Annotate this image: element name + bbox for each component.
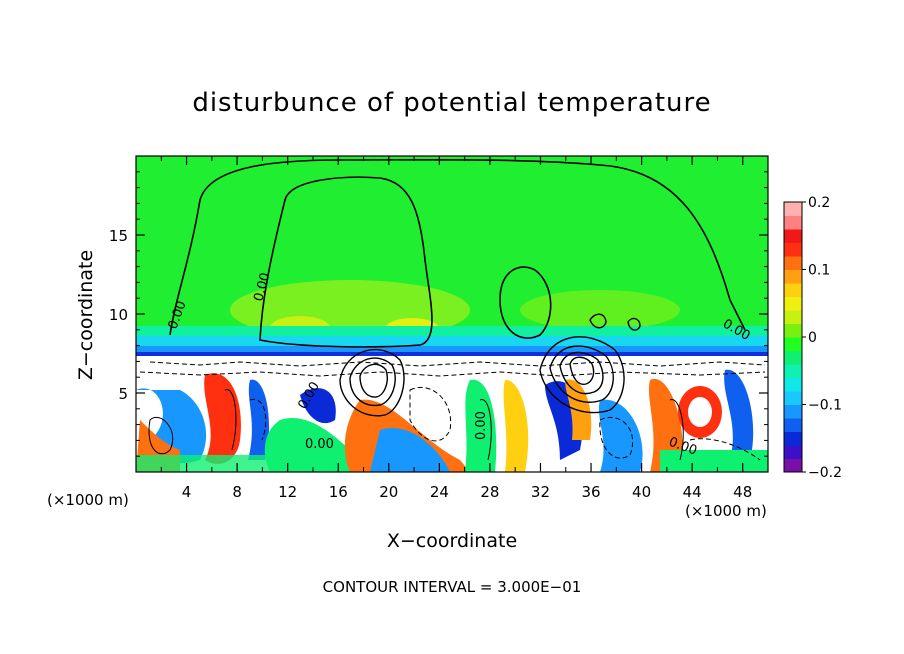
turbulent-plume xyxy=(688,397,712,427)
x-axis-label: X−coordinate xyxy=(387,530,517,552)
y-tick-label: 10 xyxy=(109,306,128,324)
contour-label: 0.00 xyxy=(305,437,334,452)
turbulent-plume xyxy=(660,450,768,472)
turbulent-plume xyxy=(503,379,529,472)
contour-line xyxy=(169,158,746,336)
plot-area xyxy=(136,156,768,472)
contour-line xyxy=(499,266,552,339)
contour-line xyxy=(259,176,433,348)
colorbar-swatch xyxy=(784,202,802,216)
colorbar-swatch xyxy=(784,242,802,257)
colorbar-swatch xyxy=(784,431,802,446)
colorbar-swatch xyxy=(784,377,802,392)
turbulent-plume xyxy=(300,388,336,424)
turbulent-plume xyxy=(724,369,754,460)
x-tick-label: 8 xyxy=(232,483,242,501)
x-tick-label: 48 xyxy=(733,483,752,501)
y-axis-label: Z−coordinate xyxy=(75,250,97,380)
colorbar-swatch xyxy=(784,350,802,365)
colorbar-tick-label: 0.2 xyxy=(808,195,830,211)
x-tick-label: 40 xyxy=(632,483,651,501)
x-tick-label: 32 xyxy=(531,483,550,501)
colorbar-swatch xyxy=(784,391,802,405)
colorbar-swatch xyxy=(784,215,802,230)
colorbar-tick-label: −0.1 xyxy=(808,398,842,414)
x-tick-label: 16 xyxy=(329,483,348,501)
warm-patch xyxy=(520,290,680,330)
cool-band xyxy=(136,336,768,346)
chart-title: disturbunce of potential temperature xyxy=(192,88,711,118)
turbulent-plume xyxy=(370,428,450,472)
colorbar-swatch xyxy=(784,323,802,338)
contour-cluster xyxy=(339,313,641,417)
x-tick-label: 44 xyxy=(683,483,702,501)
turbulent-plume xyxy=(565,379,592,440)
x-unit-right: (×1000 m) xyxy=(685,502,767,520)
turbulent-plume xyxy=(465,379,497,472)
contour-thin xyxy=(148,389,684,461)
cool-band xyxy=(136,326,768,336)
colorbar-tick-label: 0 xyxy=(808,330,817,346)
turbulent-plume xyxy=(136,455,300,472)
colorbar-swatch xyxy=(784,404,802,419)
x-tick-label: 4 xyxy=(182,483,192,501)
colorbar: 0.2 0.1 0 −0.1 −0.2 xyxy=(783,195,842,481)
x-tick-label: 36 xyxy=(581,483,600,501)
inversion-line xyxy=(136,352,768,356)
colorbar-swatch xyxy=(784,269,802,284)
x-tick-label: 12 xyxy=(278,483,297,501)
contour-interval-caption: CONTOUR INTERVAL = 3.000E−01 xyxy=(323,578,582,596)
colorbar-swatch xyxy=(784,458,802,473)
colorbar-tick-label: −0.2 xyxy=(808,465,842,481)
colorbar-swatch xyxy=(784,418,802,432)
colorbar-swatch xyxy=(784,229,802,243)
colorbar-swatch xyxy=(784,337,802,351)
y-axis: 5 10 15 xyxy=(109,171,768,457)
colorbar-swatch xyxy=(784,256,802,270)
x-unit-left: (×1000 m) xyxy=(47,491,129,509)
x-tick-label: 28 xyxy=(480,483,499,501)
colorbar-swatch xyxy=(784,364,802,378)
turbulent-plume xyxy=(204,373,241,464)
colorbar-swatch xyxy=(784,310,802,324)
contour-label: 0.00 xyxy=(251,271,273,303)
y-tick-label: 15 xyxy=(109,227,128,245)
y-tick-label: 5 xyxy=(118,385,128,403)
x-tick-label: 24 xyxy=(430,483,449,501)
colorbar-swatch xyxy=(784,296,802,311)
colorbar-tick-label: 0.1 xyxy=(808,263,830,279)
contour-dashed xyxy=(139,361,766,461)
colorbar-swatch xyxy=(784,283,802,297)
turbulent-plume xyxy=(648,378,683,472)
colorbar-swatch xyxy=(784,445,802,459)
x-axis: 4 8 12 16 20 24 28 32 36 40 44 48 xyxy=(160,156,752,501)
x-tick-label: 20 xyxy=(379,483,398,501)
contour-label: 0.00 xyxy=(474,411,489,440)
cool-band xyxy=(136,346,768,356)
